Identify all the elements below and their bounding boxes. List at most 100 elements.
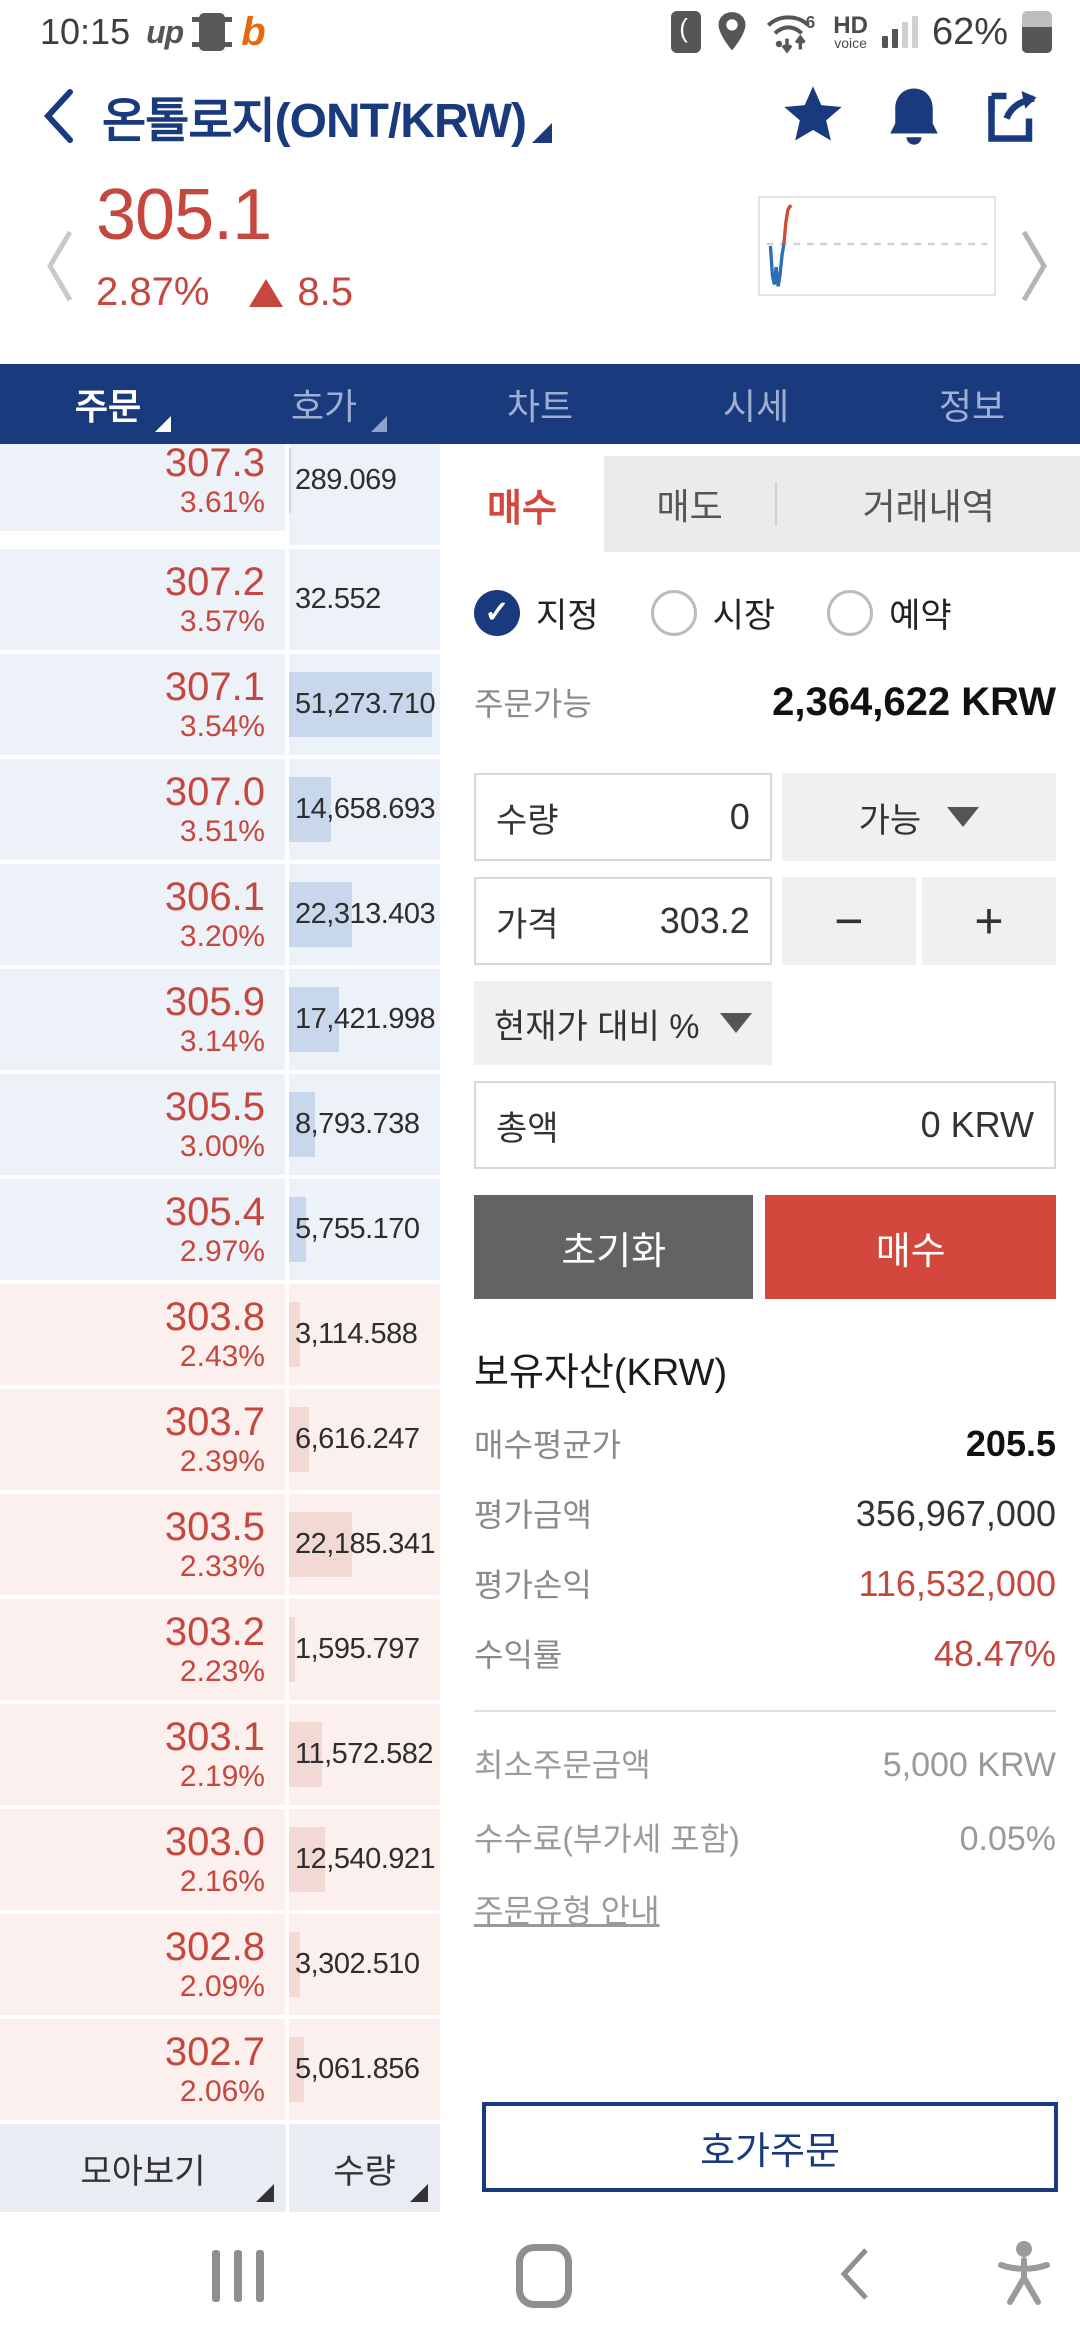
tab-buy[interactable]: 매수 — [440, 456, 604, 552]
orderbook-change-pct: 3.14% — [179, 1024, 265, 1058]
accessibility-icon[interactable] — [996, 2240, 1052, 2306]
orderbook-qty-cell[interactable]: 1,595.797 — [289, 1599, 440, 1700]
depth-bar — [289, 987, 339, 1052]
quantity-sort-button[interactable]: 수량 — [289, 2124, 440, 2212]
reset-button[interactable]: 초기화 — [474, 1195, 754, 1299]
orderbook-row[interactable]: 303.5 2.33% 22,185.341 — [0, 1494, 440, 1599]
total-input[interactable]: 총액 0 KRW — [474, 1081, 1056, 1169]
page-title[interactable]: 온톨로지(ONT/KRW) — [102, 95, 527, 148]
orderbook-qty: 22,313.403 — [295, 898, 436, 930]
tab-order[interactable]: 주문 — [0, 364, 216, 444]
up-arrow-icon — [249, 278, 284, 307]
orderbook-price-cell[interactable]: 307.1 3.54% — [0, 654, 289, 755]
tab-caret-icon — [371, 416, 387, 432]
asset-row-yield: 수익률 48.47% — [474, 1633, 1056, 1674]
orderbook-qty-cell[interactable]: 12,540.921 — [289, 1809, 440, 1910]
orderbook-price-cell[interactable]: 303.2 2.23% — [0, 1599, 289, 1700]
orderbook-price-cell[interactable]: 306.1 3.20% — [0, 864, 289, 965]
tab-orderbook[interactable]: 호가 — [216, 364, 432, 444]
orderbook-price-cell[interactable]: 303.5 2.33% — [0, 1494, 289, 1595]
price-increase-button[interactable]: + — [921, 877, 1057, 965]
quantity-unit-dropdown[interactable]: 가능 — [781, 773, 1056, 861]
orderbook-qty-cell[interactable]: 3,114.588 — [289, 1284, 440, 1385]
orderbook-price-cell[interactable]: 303.1 2.19% — [0, 1704, 289, 1805]
orderbook-price-cell[interactable]: 303.8 2.43% — [0, 1284, 289, 1385]
price-input[interactable]: 가격 303.2 — [474, 877, 772, 965]
orderbook-qty-cell[interactable]: 11,572.582 — [289, 1704, 440, 1805]
orderbook-price-cell[interactable]: 305.9 3.14% — [0, 969, 289, 1070]
divider — [474, 1710, 1056, 1712]
orderbook-row[interactable]: 305.4 2.97% 5,755.170 — [0, 1179, 440, 1284]
orderbook-price-cell[interactable]: 305.5 3.00% — [0, 1074, 289, 1175]
quote-order-button[interactable]: 호가주문 — [482, 2102, 1058, 2192]
orderbook-row[interactable]: 303.0 2.16% 12,540.921 — [0, 1809, 440, 1914]
share-icon[interactable] — [984, 86, 1044, 146]
price-decrease-button[interactable]: − — [781, 877, 916, 965]
tab-sell[interactable]: 매도 — [656, 486, 723, 527]
asset-row-valuation: 평가금액 356,967,000 — [474, 1493, 1056, 1534]
orderbook-qty-cell[interactable]: 5,755.170 — [289, 1179, 440, 1280]
alert-bell-icon[interactable] — [886, 86, 942, 146]
orderbook-qty-cell[interactable]: 6,616.247 — [289, 1389, 440, 1490]
orderbook-qty-cell[interactable]: 17,421.998 — [289, 969, 440, 1070]
prev-coin-chevron-icon[interactable] — [44, 226, 74, 306]
back-icon[interactable] — [36, 86, 80, 146]
orderbook-qty-cell[interactable]: 32.552 — [289, 549, 440, 650]
orderbook-price-cell[interactable]: 303.7 2.39% — [0, 1389, 289, 1490]
percent-vs-current-dropdown[interactable]: 현재가 대비 % — [474, 981, 772, 1065]
orderbook-row[interactable]: 307.2 3.57% 32.552 — [0, 549, 440, 654]
chevron-down-icon — [947, 807, 980, 827]
orderbook-row[interactable]: 303.2 2.23% 1,595.797 — [0, 1599, 440, 1704]
orderbook-row[interactable]: 307.3 3.61% 289.069 — [0, 444, 440, 549]
orderbook-price-cell[interactable]: 305.4 2.97% — [0, 1179, 289, 1280]
buy-button[interactable]: 매수 — [765, 1195, 1056, 1299]
mini-price-chart[interactable] — [758, 196, 996, 296]
orderbook-row[interactable]: 303.1 2.19% 11,572.582 — [0, 1704, 440, 1809]
orderbook-row[interactable]: 307.0 3.51% 14,658.693 — [0, 759, 440, 864]
orderbook-row[interactable]: 303.7 2.39% 6,616.247 — [0, 1389, 440, 1494]
orderbook-row[interactable]: 305.9 3.14% 17,421.998 — [0, 969, 440, 1074]
orderbook-qty-cell[interactable]: 3,302.510 — [289, 1914, 440, 2015]
price-value: 303.2 — [659, 900, 750, 941]
orderbook-qty-cell[interactable]: 22,313.403 — [289, 864, 440, 965]
orderbook-price-cell[interactable]: 307.2 3.57% — [0, 549, 289, 650]
radio-reserve[interactable]: 예약 — [827, 588, 952, 637]
radio-limit[interactable]: ✓ 지정 — [474, 588, 599, 637]
total-value: 0 KRW — [920, 1104, 1034, 1145]
bithumb-notification-icon: b — [241, 9, 266, 54]
orderbook-qty-cell[interactable]: 5,061.856 — [289, 2019, 440, 2120]
next-coin-chevron-icon[interactable] — [1020, 226, 1050, 306]
orderbook-row[interactable]: 302.7 2.06% 5,061.856 — [0, 2019, 440, 2124]
tab-chart[interactable]: 차트 — [506, 386, 574, 427]
radio-market[interactable]: 시장 — [650, 588, 775, 637]
orderbook: 307.3 3.61% 289.069 307.2 3.57% 32.552 307.1 3.… — [0, 444, 440, 2340]
orderbook-row[interactable]: 302.8 2.09% 3,302.510 — [0, 1914, 440, 2019]
nav-back-icon[interactable] — [836, 2246, 872, 2302]
recents-icon[interactable] — [212, 2250, 264, 2302]
quantity-input[interactable]: 수량 0 — [474, 773, 772, 861]
orderbook-qty-cell[interactable]: 51,273.710 — [289, 654, 440, 755]
orderbook-qty-cell[interactable]: 289.069 — [289, 444, 440, 545]
tab-info[interactable]: 정보 — [938, 386, 1006, 427]
home-icon[interactable] — [516, 2244, 572, 2308]
orderbook-row[interactable]: 305.5 3.00% 8,793.738 — [0, 1074, 440, 1179]
orderbook-qty: 3,302.510 — [295, 1948, 420, 1980]
orderbook-price-cell[interactable]: 303.0 2.16% — [0, 1809, 289, 1910]
order-type-guide-link[interactable]: 주문유형 안내 — [474, 1893, 660, 1929]
favorite-star-icon[interactable] — [782, 86, 844, 146]
orderbook-qty-cell[interactable]: 22,185.341 — [289, 1494, 440, 1595]
group-view-button[interactable]: 모아보기 — [0, 2124, 289, 2212]
orderbook-price-cell[interactable]: 302.7 2.06% — [0, 2019, 289, 2120]
orderbook-row[interactable]: 306.1 3.20% 22,313.403 — [0, 864, 440, 969]
orderbook-qty: 8,793.738 — [295, 1108, 420, 1140]
orderbook-price-cell[interactable]: 307.0 3.51% — [0, 759, 289, 860]
orderbook-row[interactable]: 307.1 3.54% 51,273.710 — [0, 654, 440, 759]
orderbook-row[interactable]: 303.8 2.43% 3,114.588 — [0, 1284, 440, 1389]
tab-market[interactable]: 시세 — [722, 386, 790, 427]
orderbook-qty-cell[interactable]: 14,658.693 — [289, 759, 440, 860]
orderbook-qty-cell[interactable]: 8,793.738 — [289, 1074, 440, 1175]
tab-history[interactable]: 거래내역 — [862, 486, 995, 527]
orderbook-price-cell[interactable]: 302.8 2.09% — [0, 1914, 289, 2015]
title-caret-icon — [532, 123, 553, 143]
orderbook-price-cell[interactable]: 307.3 3.61% — [0, 444, 289, 531]
